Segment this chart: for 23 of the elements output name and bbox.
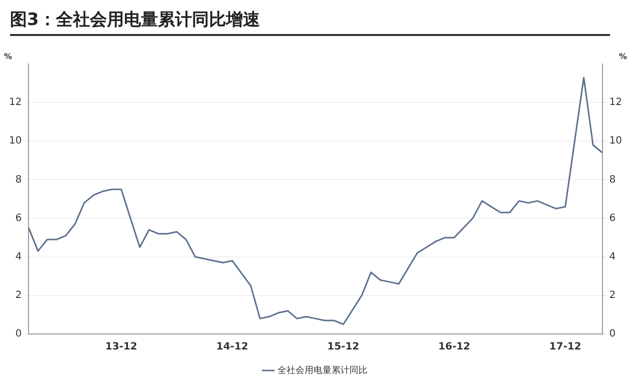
- y-tick-label: 0: [15, 328, 22, 340]
- x-tick-label: 15-12: [327, 342, 360, 353]
- y2-tick-label: 0: [609, 328, 616, 340]
- y2-tick-label: 12: [609, 97, 622, 108]
- x-tick-label: 13-12: [105, 342, 138, 353]
- y-tick-label: 12: [8, 97, 22, 108]
- legend-label: 全社会用电量累计同比: [277, 364, 368, 376]
- y2-tick-label: 2: [609, 290, 616, 302]
- x-tick-label: 14-12: [216, 342, 248, 353]
- x-tick-label: 17-12: [549, 342, 582, 353]
- y-tick-label: 6: [15, 212, 22, 224]
- x-tick-label: 16-12: [438, 342, 470, 353]
- y2-axis-title: %: [618, 52, 627, 62]
- y-axis-title: %: [4, 52, 12, 62]
- y2-tick-label: 6: [609, 212, 616, 224]
- y-tick-label: 2: [15, 290, 22, 302]
- y-tick-label: 4: [15, 251, 22, 262]
- y-tick-label: 10: [8, 136, 22, 147]
- y2-tick-label: 8: [609, 174, 616, 186]
- y-tick-label: 8: [15, 174, 22, 186]
- y2-tick-label: 10: [609, 136, 622, 147]
- y2-tick-label: 4: [609, 251, 616, 262]
- chart-title: 图3：全社会用电量累计同比增速: [10, 9, 260, 31]
